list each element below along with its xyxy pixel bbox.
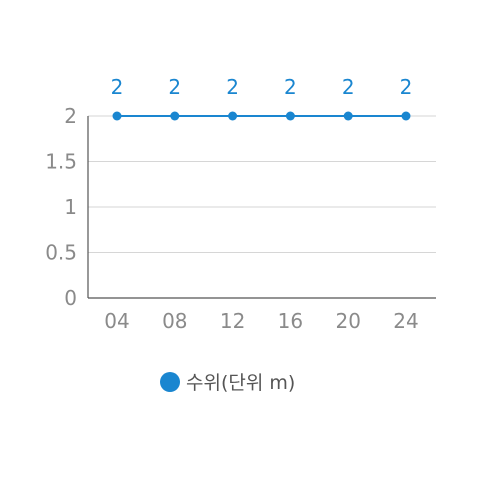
- y-tick-label: 0: [64, 286, 77, 310]
- axes: [87, 116, 436, 299]
- data-label: 2: [284, 75, 297, 99]
- data-label: 2: [342, 75, 355, 99]
- legend-label: 수위(단위 m): [186, 372, 296, 394]
- data-labels: 2 2 2 2 2 2: [111, 75, 413, 99]
- grid-lines: [88, 115, 436, 253]
- data-point: [401, 111, 411, 121]
- y-tick-label: 1.5: [45, 150, 77, 174]
- data-label: 2: [168, 75, 181, 99]
- data-point: [285, 111, 295, 121]
- data-point: [170, 111, 180, 121]
- y-tick-label: 2: [64, 104, 77, 128]
- x-tick-label: 20: [335, 309, 360, 333]
- x-tick-labels: 04 08 12 16 20 24: [104, 309, 418, 333]
- data-point: [112, 111, 122, 121]
- x-tick-label: 24: [393, 309, 418, 333]
- data-label: 2: [400, 75, 413, 99]
- data-point: [228, 111, 238, 121]
- x-tick-label: 12: [220, 309, 245, 333]
- y-tick-label: 1: [64, 195, 77, 219]
- data-label: 2: [226, 75, 239, 99]
- x-tick-label: 04: [104, 309, 129, 333]
- data-label: 2: [111, 75, 124, 99]
- legend-marker-icon: [160, 371, 180, 392]
- x-tick-label: 08: [162, 309, 187, 333]
- series-group: [112, 111, 411, 121]
- x-tick-label: 16: [278, 309, 303, 333]
- legend: 수위(단위 m): [160, 368, 295, 395]
- y-tick-labels: 0 0.5 1 1.5 2: [45, 104, 77, 310]
- y-tick-label: 0.5: [45, 241, 77, 265]
- data-point: [343, 111, 353, 121]
